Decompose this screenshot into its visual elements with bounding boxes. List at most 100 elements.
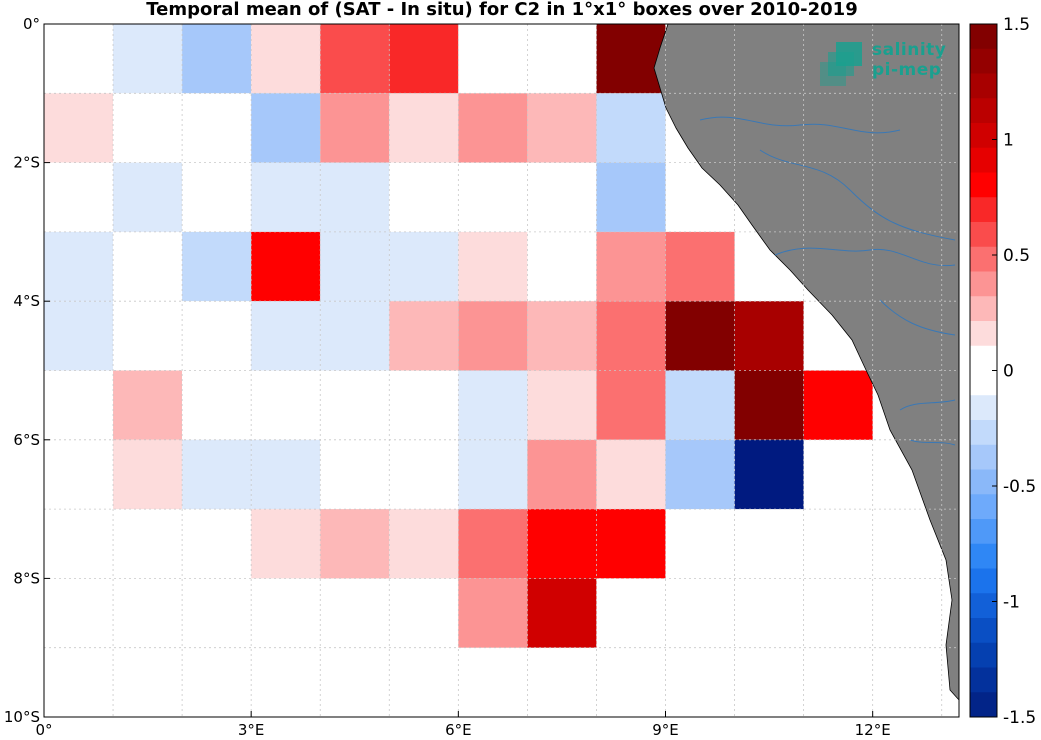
colorbar-segment <box>970 494 997 520</box>
heatmap-cell <box>734 370 804 440</box>
colorbar-tick-label: -1.5 <box>1003 708 1036 728</box>
colorbar-segment <box>970 444 997 470</box>
heatmap-cell <box>251 301 321 371</box>
colorbar-segment <box>970 246 997 272</box>
heatmap-cell <box>113 24 183 94</box>
heatmap-cell <box>734 301 804 371</box>
x-tick-label: 0° <box>35 721 52 739</box>
heatmap-cell <box>389 439 459 510</box>
colorbar-segment <box>970 73 997 99</box>
heatmap-cell <box>182 231 252 302</box>
heatmap-cell <box>113 231 183 302</box>
colorbar-segment <box>970 98 997 124</box>
heatmap-cell <box>389 370 459 440</box>
heatmap-cell <box>113 301 183 371</box>
colorbar-segment <box>970 296 997 322</box>
colorbar-tick-label: 1.5 <box>1003 15 1030 35</box>
y-tick-label: 0° <box>23 15 40 33</box>
heatmap-cell <box>44 231 114 302</box>
heatmap-cell <box>113 162 183 232</box>
heatmap-cell <box>389 231 459 302</box>
heatmap-cell <box>389 301 459 371</box>
heatmap-cell <box>251 509 321 579</box>
heatmap-cells <box>44 24 873 648</box>
colorbar-segment <box>970 593 997 619</box>
heatmap-cell <box>44 439 114 510</box>
heatmap-cell <box>389 93 459 163</box>
heatmap-cell <box>458 24 528 94</box>
logo-mark-icon <box>820 42 862 86</box>
heatmap-cell <box>596 370 666 440</box>
colorbar-segment <box>970 420 997 446</box>
heatmap-cell <box>665 301 735 371</box>
axes-frame <box>43 23 960 718</box>
colorbar-tick-label: -0.5 <box>1003 477 1036 497</box>
heatmap-cell <box>803 370 873 440</box>
colorbar-segment <box>970 568 997 594</box>
heatmap-cell <box>251 439 321 510</box>
heatmap-cell <box>527 509 597 579</box>
colorbar-tick-label: 0.5 <box>1003 246 1030 266</box>
heatmap-cell <box>458 301 528 371</box>
heatmap-cell <box>596 162 666 232</box>
colorbar: 1.5 1 0.5 0 -0.5 -1 -1.5 <box>969 15 1036 728</box>
heatmap-cell <box>389 509 459 579</box>
heatmap-cell <box>251 370 321 440</box>
heatmap-cell <box>113 93 183 163</box>
heatmap-cell <box>458 370 528 440</box>
y-tick-label: 10°S <box>4 708 40 726</box>
colorbar-segment <box>970 519 997 545</box>
colorbar-segment <box>970 321 997 347</box>
x-axis-ticks: 0° 3°E 6°E 9°E 12°E <box>35 711 891 739</box>
heatmap-cell <box>665 370 735 440</box>
colorbar-segment <box>970 147 997 173</box>
heatmap-cell <box>182 24 252 94</box>
y-tick-label: 2°S <box>13 154 40 172</box>
heatmap-cell <box>596 93 666 163</box>
heatmap-cell <box>458 162 528 232</box>
heatmap-cell <box>44 370 114 440</box>
colorbar-tick-label: 0 <box>1003 362 1014 382</box>
heatmap-cell <box>389 162 459 232</box>
heatmap-cell <box>527 162 597 232</box>
x-tick-label: 3°E <box>238 721 265 739</box>
y-tick-label: 4°S <box>13 292 40 310</box>
heatmap-cell <box>527 370 597 440</box>
heatmap-cell <box>320 231 390 302</box>
colorbar-tick-label: 1 <box>1003 131 1014 151</box>
heatmap-cell <box>527 301 597 371</box>
heatmap-cell <box>182 93 252 163</box>
salinity-pimep-logo: salinity pi-mep <box>820 40 950 88</box>
heatmap-cell <box>44 93 114 163</box>
heatmap-cell <box>251 93 321 163</box>
colorbar-segment <box>970 197 997 223</box>
heatmap-cell <box>527 231 597 302</box>
y-axis-ticks: 0° 2°S 4°S 6°S 8°S 10°S <box>4 15 50 726</box>
y-tick-label: 6°S <box>13 431 40 449</box>
heatmap-cell <box>320 301 390 371</box>
heatmap-cell <box>320 370 390 440</box>
rivers <box>699 116 956 446</box>
colorbar-segment <box>970 469 997 495</box>
heatmap-cell <box>182 162 252 232</box>
land-mass <box>653 23 960 702</box>
heatmap-cell <box>665 231 735 302</box>
heatmap-cell <box>389 24 459 94</box>
x-tick-label: 9°E <box>652 721 679 739</box>
colorbar-segment <box>970 543 997 569</box>
colorbar-segment <box>970 370 997 396</box>
heatmap-cell <box>320 509 390 579</box>
heatmap-cell <box>182 439 252 510</box>
colorbar-segment <box>970 271 997 297</box>
heatmap-cell <box>320 24 390 94</box>
colorbar-segment <box>970 667 997 693</box>
heatmap-cell <box>596 301 666 371</box>
heatmap-cell <box>320 162 390 232</box>
colorbar-segment <box>970 24 997 50</box>
heatmap-cell <box>596 439 666 510</box>
colorbar-segment <box>970 172 997 198</box>
colorbar-segment <box>970 123 997 149</box>
colorbar-segment <box>970 48 997 74</box>
colorbar-segment <box>970 692 997 718</box>
